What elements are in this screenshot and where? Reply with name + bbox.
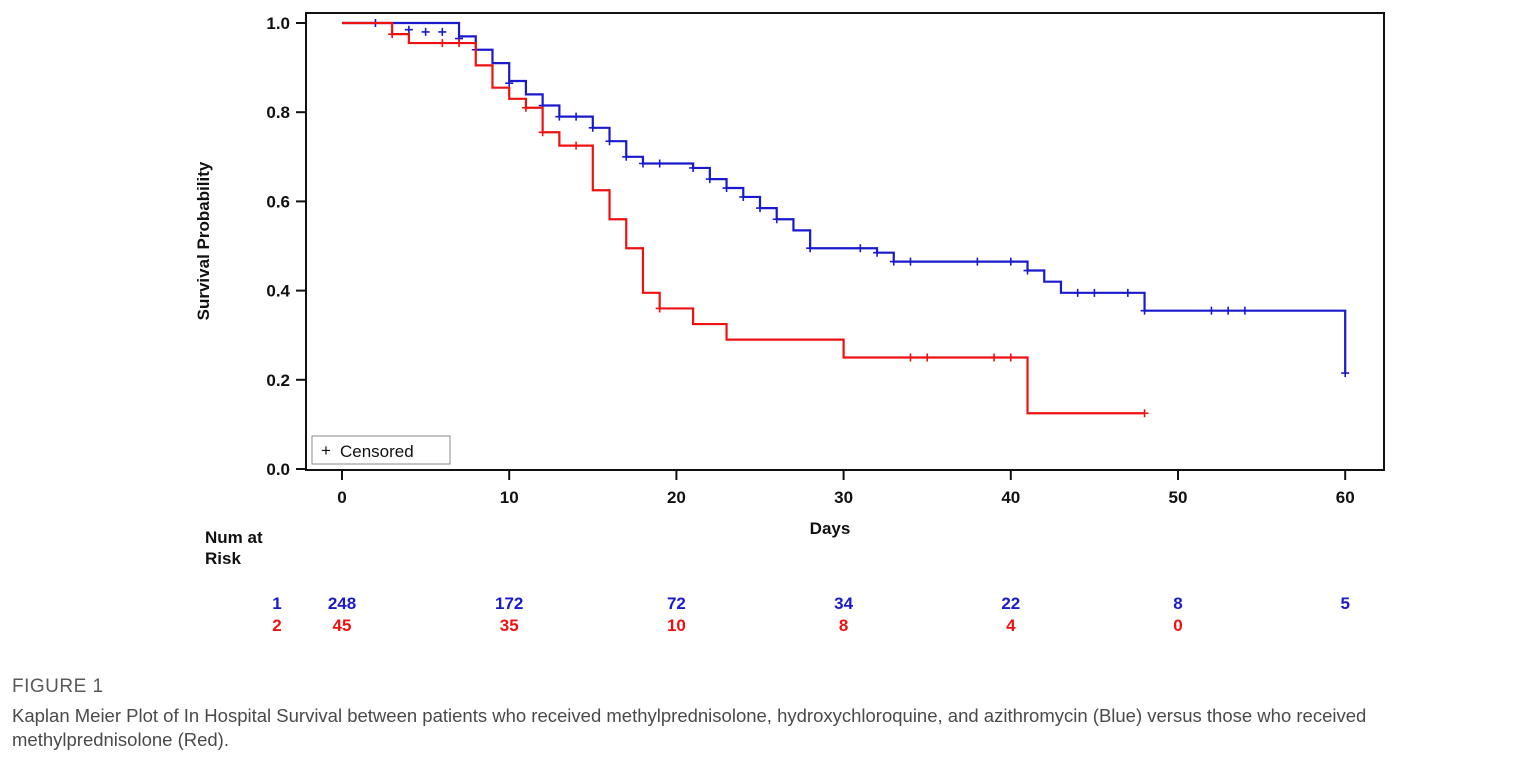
legend: + Censored <box>311 435 451 465</box>
x-tick-label: 50 <box>1169 488 1188 507</box>
censor-mark-group-1 <box>756 204 764 213</box>
legend-entry: Censored <box>340 442 414 461</box>
risk-count-group-2: 0 <box>1173 616 1182 635</box>
censor-mark-group-1 <box>1073 288 1082 297</box>
risk-count-group-2: 8 <box>839 616 848 635</box>
censor-mark-group-2 <box>655 304 664 313</box>
censor-mark-group-1 <box>421 27 430 36</box>
x-tick-label: 10 <box>500 488 519 507</box>
censor-mark-group-1 <box>889 257 898 266</box>
y-axis-label: Survival Probability <box>194 161 213 320</box>
censor-mark-group-1 <box>722 184 731 193</box>
censor-mark-group-1 <box>739 192 748 201</box>
censor-mark-group-1 <box>438 27 447 36</box>
risk-count-group-2: 10 <box>667 616 686 635</box>
risk-count-group-1: 22 <box>1001 594 1020 613</box>
censor-mark-group-1 <box>906 257 915 266</box>
risk-table-title-line2: Risk <box>205 549 241 568</box>
figure-caption-block: FIGURE 1 Kaplan Meier Plot of In Hospita… <box>12 676 1512 752</box>
censor-mark-group-1 <box>605 137 614 146</box>
risk-count-group-2: 4 <box>1006 616 1016 635</box>
risk-count-group-1: 172 <box>495 594 523 613</box>
censor-mark-group-1 <box>856 244 865 253</box>
x-tick-label: 20 <box>667 488 686 507</box>
censor-mark-group-1 <box>1240 306 1249 315</box>
censor-mark-group-1 <box>1023 266 1032 275</box>
censor-mark-group-1 <box>638 159 647 168</box>
censor-mark-group-2 <box>1006 353 1015 362</box>
risk-count-group-2: 35 <box>500 616 519 635</box>
censor-mark-group-2 <box>572 141 581 150</box>
y-tick-label: 0.4 <box>266 282 290 301</box>
censor-mark-group-1 <box>1341 369 1350 378</box>
x-tick-label: 60 <box>1336 488 1355 507</box>
y-tick-label: 0.2 <box>266 371 290 390</box>
censor-mark-group-1 <box>588 123 597 132</box>
censor-mark-group-1 <box>1123 288 1132 297</box>
censor-mark-group-2 <box>1140 409 1149 418</box>
survival-curve-group-2 <box>342 21 1145 415</box>
risk-table-title-line1: Num at <box>205 528 263 547</box>
censor-mark-group-1 <box>1207 306 1216 315</box>
risk-row-label: 1 <box>272 594 281 613</box>
censor-mark-group-1 <box>572 112 581 121</box>
censor-mark-group-1 <box>1140 306 1149 315</box>
risk-count-group-1: 248 <box>328 594 356 613</box>
censor-mark-group-1 <box>772 215 781 224</box>
x-tick-label: 0 <box>337 488 346 507</box>
y-tick-label: 1.0 <box>266 14 290 33</box>
censor-mark-group-1 <box>555 112 564 121</box>
y-tick-label: 0.6 <box>266 192 290 211</box>
kaplan-meier-chart: 0.00.20.40.60.81.00 10 20 30 40 50 60 + Censor… <box>194 12 1385 635</box>
censor-mark-group-2 <box>455 39 464 48</box>
censor-mark-group-2 <box>906 353 915 362</box>
censor-mark-group-1 <box>1224 306 1233 315</box>
censor-mark-group-2 <box>538 128 547 137</box>
y-tick-label: 0.8 <box>266 103 290 122</box>
legend-box <box>311 435 451 465</box>
censor-mark-group-2 <box>990 353 999 362</box>
censor-mark-group-1 <box>505 79 514 88</box>
x-tick-label: 40 <box>1001 488 1020 507</box>
censor-mark-group-2 <box>438 39 447 48</box>
risk-count-group-1: 8 <box>1173 594 1182 613</box>
censor-mark-group-1 <box>622 152 631 161</box>
censor-mark-group-1 <box>404 25 413 34</box>
risk-count-group-1: 34 <box>834 594 853 613</box>
y-tick-label: 0.0 <box>266 460 290 479</box>
plot-frame <box>305 12 1385 471</box>
censor-mark-group-1 <box>1006 257 1015 266</box>
figure-label: FIGURE 1 <box>12 676 104 697</box>
risk-count-group-2: 45 <box>333 616 352 635</box>
figure-caption: Kaplan Meier Plot of In Hospital Surviva… <box>12 705 1367 750</box>
censor-mark-group-1 <box>655 159 664 168</box>
censor-mark-group-2 <box>388 30 397 39</box>
risk-count-group-1: 72 <box>667 594 686 613</box>
risk-table: 1 248 172 72 34 22 8 5 2 45 35 10 8 4 0 <box>272 594 1350 635</box>
censor-mark-group-1 <box>806 244 815 253</box>
x-tick-label: 30 <box>834 488 853 507</box>
censor-mark-group-2 <box>521 103 530 112</box>
censor-mark-group-1 <box>973 257 982 266</box>
legend-symbol: + <box>321 441 331 460</box>
censor-mark-group-1 <box>1090 288 1099 297</box>
censor-mark-group-1 <box>873 248 882 257</box>
censor-mark-group-1 <box>689 163 698 172</box>
risk-count-group-1: 5 <box>1340 594 1349 613</box>
censor-mark-group-1 <box>705 175 714 184</box>
x-axis-label: Days <box>810 519 851 538</box>
censor-mark-group-2 <box>923 353 932 362</box>
risk-row-label: 2 <box>272 616 281 635</box>
